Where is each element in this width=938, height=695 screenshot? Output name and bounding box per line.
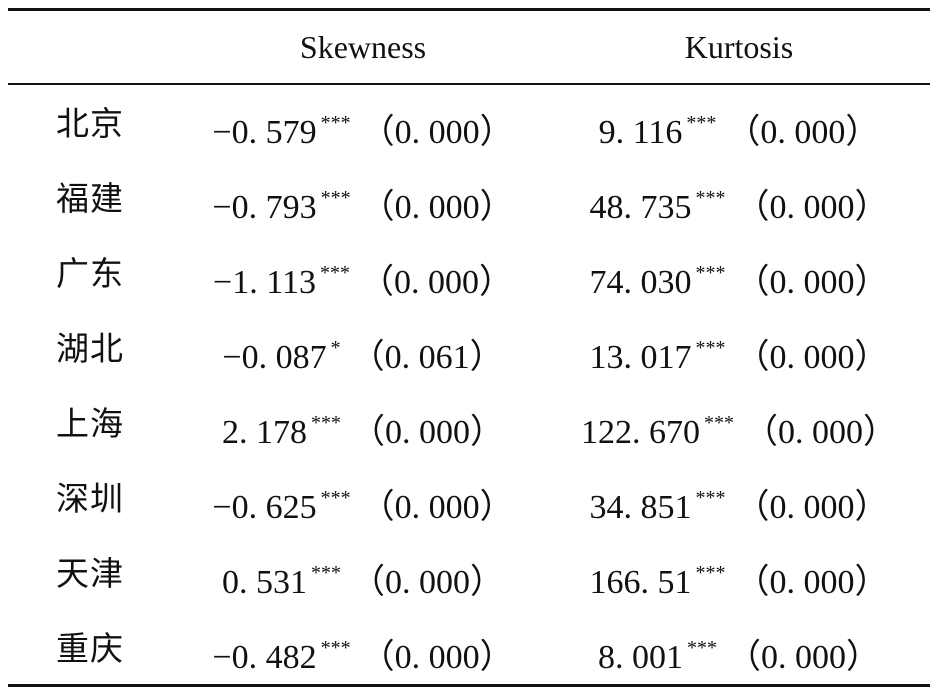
significance-stars: *** xyxy=(695,562,726,584)
kurtosis-cell: 166. 51 *** （0. 000） xyxy=(548,536,930,611)
region-label: 深圳 xyxy=(56,479,124,518)
significance-stars: *** xyxy=(311,562,341,584)
skewness-cell: 0. 531 *** （0. 000） xyxy=(178,536,548,611)
table-row: 重庆 −0. 482 *** （0. 000） 8. 001 *** （0. 000） xyxy=(8,611,930,686)
kurtosis-p-value: （0. 000） xyxy=(735,339,889,376)
skewness-cell: −0. 793 *** （0. 000） xyxy=(178,161,548,236)
kurtosis-cell: 8. 001 *** （0. 000） xyxy=(548,611,930,686)
skewness-cell: −0. 579 *** （0. 000） xyxy=(178,86,548,161)
kurtosis-p-value: （0. 000） xyxy=(735,264,889,301)
region-label: 上海 xyxy=(56,404,124,443)
kurtosis-p-value: （0. 000） xyxy=(735,189,889,226)
skewness-value: −0. 625 xyxy=(212,489,317,526)
skewness-p-value: （0. 000） xyxy=(360,114,514,151)
region-label: 福建 xyxy=(56,179,124,218)
skewness-p-value: （0. 000） xyxy=(351,414,504,451)
table-row: 北京 −0. 579 *** （0. 000） 9. 116 *** （0. 000） xyxy=(8,86,930,161)
kurtosis-p-value: （0. 000） xyxy=(735,489,889,526)
region-label: 广东 xyxy=(56,254,124,293)
kurtosis-cell: 9. 116 *** （0. 000） xyxy=(548,86,930,161)
table-bottom-rule xyxy=(8,684,930,687)
region-label: 天津 xyxy=(56,554,124,593)
significance-stars: *** xyxy=(687,637,717,659)
table-row: 湖北 −0. 087 * （0. 061） 13. 017 *** （0. 000） xyxy=(8,311,930,386)
skewness-cell: −1. 113 *** （0. 000） xyxy=(178,236,548,311)
header-skewness: Skewness xyxy=(299,29,427,65)
kurtosis-cell: 48. 735 *** （0. 000） xyxy=(548,161,930,236)
skewness-value: −0. 579 xyxy=(212,114,317,151)
skewness-value: −0. 793 xyxy=(212,189,317,226)
skewness-cell: 2. 178 *** （0. 000） xyxy=(178,386,548,461)
table-row: 广东 −1. 113 *** （0. 000） 74. 030 *** （0. 000） xyxy=(8,236,930,311)
skewness-value: 2. 178 xyxy=(222,414,307,451)
kurtosis-value: 166. 51 xyxy=(589,564,692,601)
kurtosis-p-value: （0. 000） xyxy=(735,564,889,601)
table-row: 福建 −0. 793 *** （0. 000） 48. 735 *** （0. 000） xyxy=(8,161,930,236)
significance-stars: *** xyxy=(695,487,726,509)
skewness-cell: −0. 087 * （0. 061） xyxy=(178,311,548,386)
table-row: 上海 2. 178 *** （0. 000） 122. 670 *** （0. 000） xyxy=(8,386,930,461)
kurtosis-value: 13. 017 xyxy=(589,339,692,376)
significance-stars: *** xyxy=(704,412,734,434)
kurtosis-value: 122. 670 xyxy=(581,414,700,451)
skewness-value: 0. 531 xyxy=(222,564,307,601)
table-header-row: Skewness Kurtosis xyxy=(8,11,930,83)
kurtosis-cell: 34. 851 *** （0. 000） xyxy=(548,461,930,536)
kurtosis-p-value: （0. 000） xyxy=(726,114,880,151)
significance-stars: *** xyxy=(320,187,351,209)
significance-stars: *** xyxy=(320,637,351,659)
kurtosis-value: 74. 030 xyxy=(589,264,692,301)
skewness-p-value: （0. 061） xyxy=(350,339,504,376)
skewness-p-value: （0. 000） xyxy=(360,639,514,676)
kurtosis-value: 48. 735 xyxy=(589,189,692,226)
skewness-p-value: （0. 000） xyxy=(359,264,513,301)
skewness-cell: −0. 482 *** （0. 000） xyxy=(178,611,548,686)
kurtosis-value: 8. 001 xyxy=(598,639,683,676)
skewness-p-value: （0. 000） xyxy=(360,489,514,526)
skewness-value: −0. 482 xyxy=(212,639,317,676)
table-body: 北京 −0. 579 *** （0. 000） 9. 116 *** （0. 000） … xyxy=(8,86,930,686)
significance-stars: *** xyxy=(320,112,351,134)
significance-stars: * xyxy=(330,337,341,359)
skewness-p-value: （0. 000） xyxy=(360,189,514,226)
skewness-value: −0. 087 xyxy=(222,339,327,376)
table-row: 深圳 −0. 625 *** （0. 000） 34. 851 *** （0. 000） xyxy=(8,461,930,536)
kurtosis-cell: 13. 017 *** （0. 000） xyxy=(548,311,930,386)
significance-stars: *** xyxy=(695,337,726,359)
header-kurtosis: Kurtosis xyxy=(684,29,794,65)
significance-stars: *** xyxy=(320,487,351,509)
table-row: 天津 0. 531 *** （0. 000） 166. 51 *** （0. 000） xyxy=(8,536,930,611)
significance-stars: *** xyxy=(695,187,726,209)
table-top-rule xyxy=(8,8,930,11)
kurtosis-value: 34. 851 xyxy=(589,489,692,526)
significance-stars: *** xyxy=(695,262,726,284)
kurtosis-cell: 74. 030 *** （0. 000） xyxy=(548,236,930,311)
significance-stars: *** xyxy=(311,412,341,434)
kurtosis-p-value: （0. 000） xyxy=(744,414,897,451)
region-label: 北京 xyxy=(56,104,124,143)
region-label: 重庆 xyxy=(56,629,124,668)
skewness-p-value: （0. 000） xyxy=(351,564,504,601)
kurtosis-p-value: （0. 000） xyxy=(727,639,880,676)
significance-stars: *** xyxy=(686,112,717,134)
region-label: 湖北 xyxy=(56,329,124,368)
kurtosis-cell: 122. 670 *** （0. 000） xyxy=(548,386,930,461)
skewness-value: −1. 113 xyxy=(213,264,316,301)
significance-stars: *** xyxy=(319,262,350,284)
kurtosis-value: 9. 116 xyxy=(598,114,683,151)
skewness-cell: −0. 625 *** （0. 000） xyxy=(178,461,548,536)
table-header-rule xyxy=(8,83,930,85)
